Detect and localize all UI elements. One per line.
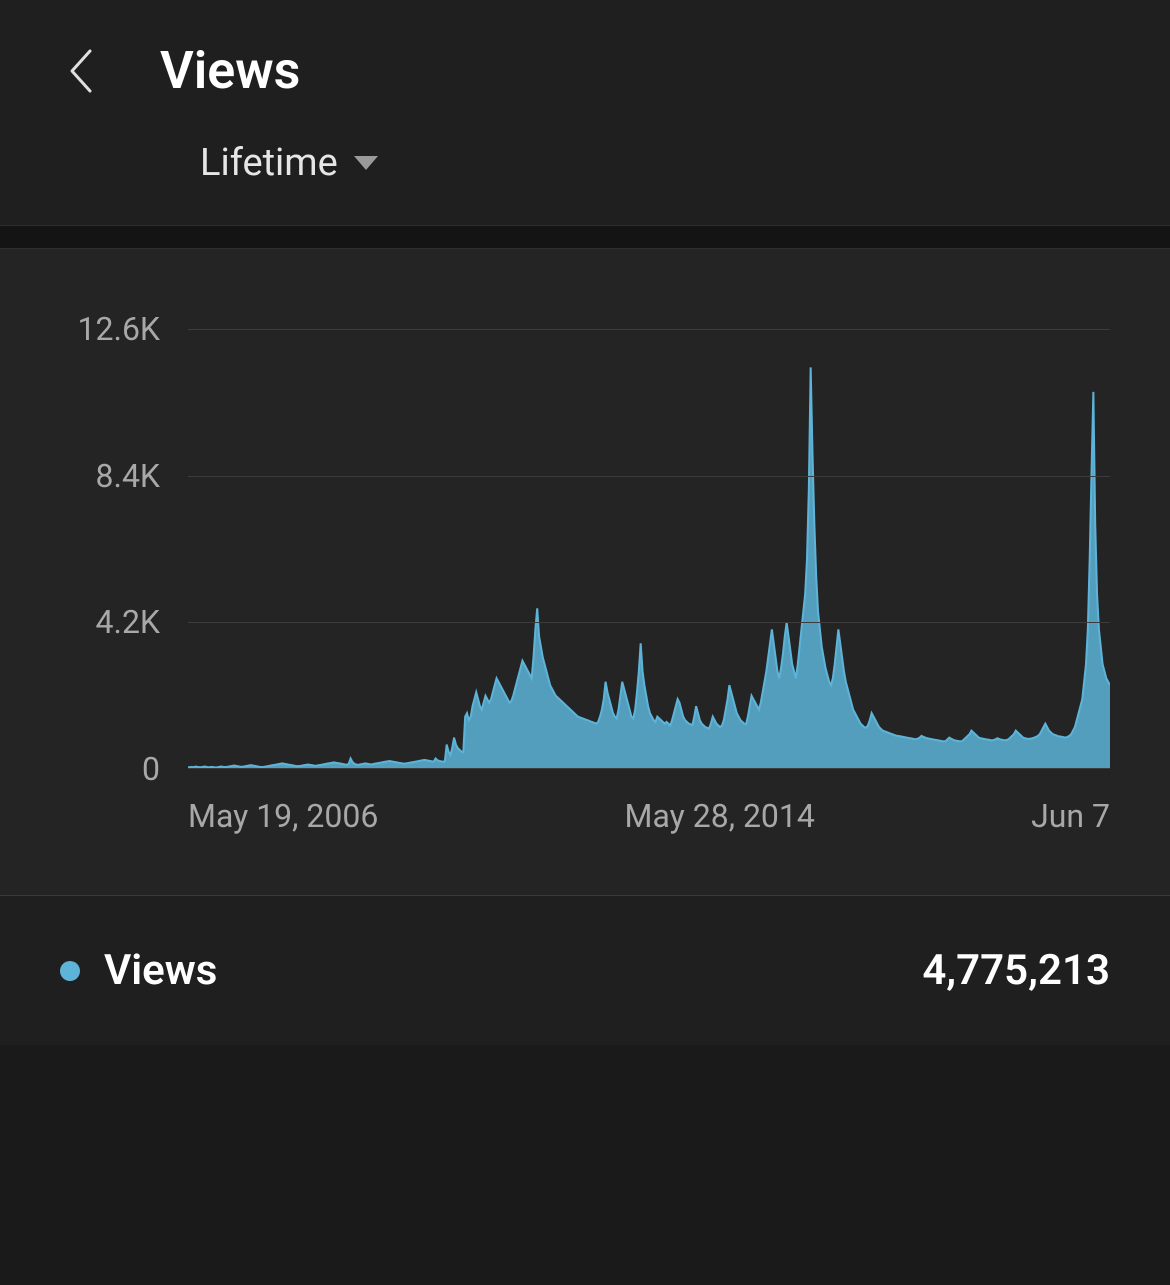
summary-row[interactable]: Views 4,775,213 [0, 896, 1170, 1045]
chart-panel: 12.6K 8.4K 4.2K 0 May 19, 2006 May 28, 2014… [0, 249, 1170, 896]
plot-area[interactable] [188, 329, 1110, 769]
y-axis: 12.6K8.4K4.2K0 [60, 329, 160, 769]
caret-down-icon [354, 156, 378, 170]
legend-dot-icon [60, 961, 80, 981]
gridline [188, 476, 1110, 477]
baseline [188, 768, 1110, 769]
summary-value: 4,775,213 [922, 946, 1110, 995]
gridline [188, 329, 1110, 330]
filter-row: Lifetime [60, 121, 1110, 225]
x-axis: May 19, 2006 May 28, 2014 Jun 7 [188, 769, 1110, 835]
title-row: Views [60, 40, 1110, 121]
section-divider [0, 225, 1170, 249]
timerange-dropdown[interactable]: Lifetime [200, 141, 378, 185]
views-series [188, 329, 1110, 769]
y-tick: 0 [142, 753, 160, 785]
x-tick: May 19, 2006 [188, 797, 378, 835]
plot-column: May 19, 2006 May 28, 2014 Jun 7 [188, 329, 1110, 835]
chevron-left-icon [66, 47, 94, 95]
page-title: Views [160, 40, 300, 101]
y-tick: 8.4K [96, 460, 160, 492]
x-tick: May 28, 2014 [378, 797, 1031, 835]
header: Views Lifetime [0, 0, 1170, 225]
gridline [188, 622, 1110, 623]
back-button[interactable] [60, 41, 100, 101]
x-tick: Jun 7 [1031, 797, 1110, 835]
timerange-label: Lifetime [200, 141, 338, 185]
summary-left: Views [60, 946, 217, 995]
y-tick: 4.2K [96, 606, 160, 638]
summary-label: Views [104, 946, 217, 995]
chart-wrap: 12.6K8.4K4.2K0 May 19, 2006 May 28, 2014… [60, 329, 1110, 835]
y-tick: 12.6K [78, 313, 160, 345]
